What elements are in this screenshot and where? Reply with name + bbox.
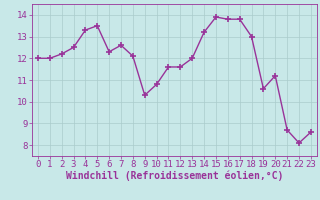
X-axis label: Windchill (Refroidissement éolien,°C): Windchill (Refroidissement éolien,°C) bbox=[66, 171, 283, 181]
